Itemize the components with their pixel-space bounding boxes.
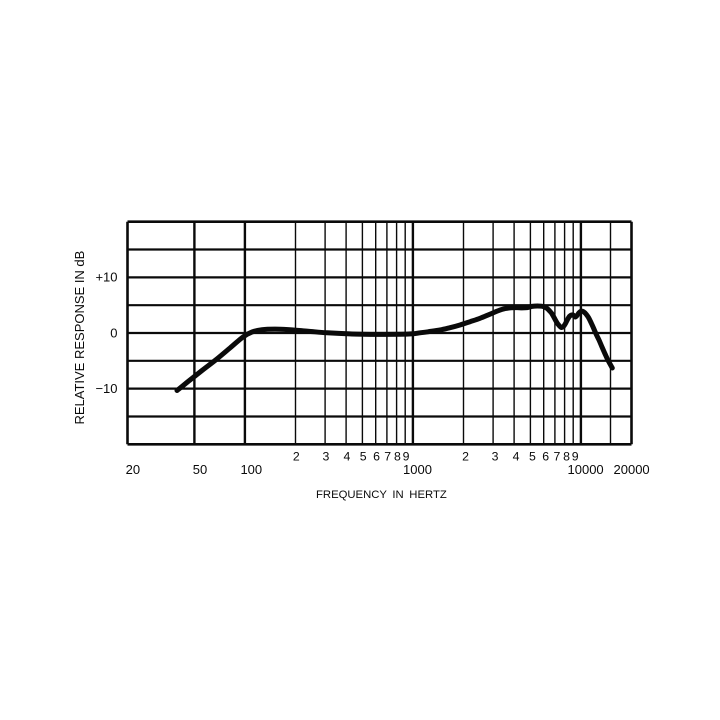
- svg-text:RELATIVE RESPONSE IN dB: RELATIVE RESPONSE IN dB: [72, 251, 87, 425]
- svg-text:9: 9: [403, 450, 410, 464]
- svg-text:7: 7: [384, 450, 391, 464]
- svg-text:5: 5: [529, 450, 536, 464]
- svg-text:6: 6: [373, 450, 380, 464]
- svg-text:−10: −10: [95, 381, 117, 396]
- svg-text:6: 6: [542, 450, 549, 464]
- svg-text:2: 2: [462, 450, 469, 464]
- svg-text:8: 8: [394, 450, 401, 464]
- svg-text:100: 100: [240, 462, 262, 477]
- svg-text:20000: 20000: [614, 462, 650, 477]
- svg-text:7: 7: [553, 450, 560, 464]
- svg-text:5: 5: [360, 450, 367, 464]
- svg-text:0: 0: [110, 325, 117, 340]
- svg-text:8: 8: [563, 450, 570, 464]
- svg-text:10000: 10000: [568, 462, 604, 477]
- svg-text:4: 4: [513, 450, 520, 464]
- svg-text:FREQUENCY IN HERTZ: FREQUENCY IN HERTZ: [316, 489, 447, 501]
- svg-text:50: 50: [193, 462, 207, 477]
- svg-text:2: 2: [293, 450, 300, 464]
- svg-text:4: 4: [343, 450, 350, 464]
- svg-text:9: 9: [572, 450, 579, 464]
- svg-text:3: 3: [492, 450, 499, 464]
- svg-text:20: 20: [126, 462, 140, 477]
- svg-text:1000: 1000: [403, 462, 432, 477]
- svg-text:3: 3: [322, 450, 329, 464]
- svg-text:+10: +10: [95, 270, 117, 285]
